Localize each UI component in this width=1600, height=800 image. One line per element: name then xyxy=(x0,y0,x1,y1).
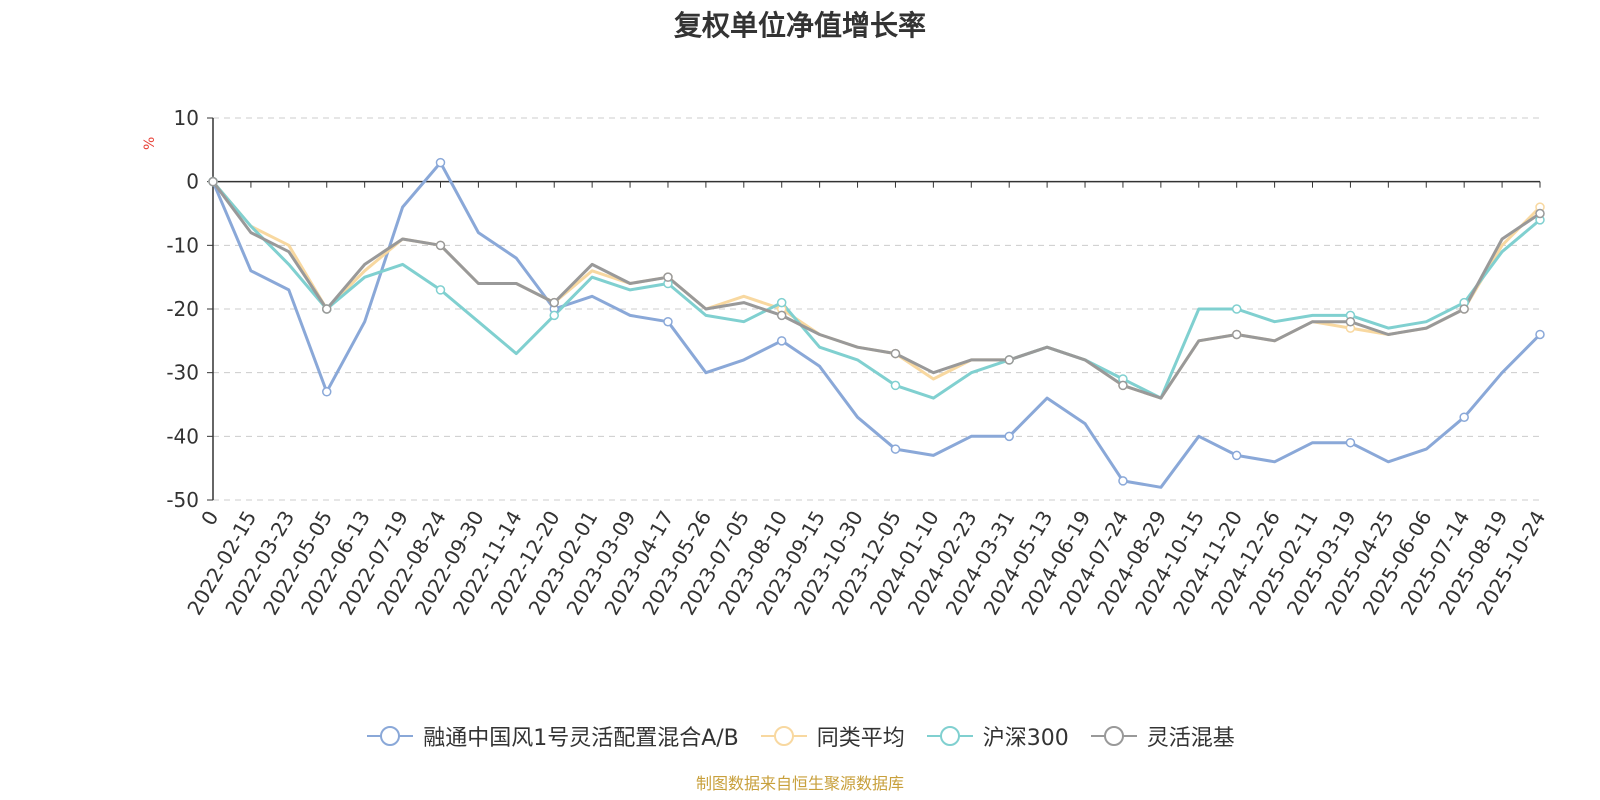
series-point xyxy=(321,304,332,314)
series-point xyxy=(1345,316,1356,327)
y-tick-label: 0 xyxy=(186,170,199,194)
tick-labels: 100-10-20-30-40-5002022-02-152022-03-232… xyxy=(166,106,1550,619)
legend-swatch-icon xyxy=(1090,726,1137,746)
y-tick-label: -30 xyxy=(166,361,199,385)
legend-swatch-icon xyxy=(926,726,973,746)
series-line-2 xyxy=(211,180,1541,400)
series-line-0 xyxy=(211,161,1542,489)
legend-label: 沪深300 xyxy=(982,726,1069,751)
y-tick-label: -50 xyxy=(166,488,199,512)
legend: 融通中国风1号灵活配置混合A/B 同类平均 沪深300 灵活混基 xyxy=(0,720,1600,752)
legend-swatch-circle xyxy=(380,726,401,746)
axes xyxy=(207,117,1541,501)
legend-label: 灵活混基 xyxy=(1146,726,1235,751)
series-point xyxy=(1231,329,1242,340)
series-point xyxy=(1118,380,1128,391)
chart-title: 复权单位净值增长率 xyxy=(673,9,926,42)
series-point xyxy=(890,348,901,359)
legend-label: 融通中国风1号灵活配置混合A/B xyxy=(423,726,739,751)
series-point xyxy=(890,444,901,454)
y-tick-label: -10 xyxy=(166,233,199,257)
y-tick-label: -20 xyxy=(166,297,199,321)
legend-item[interactable]: 沪深300 xyxy=(925,720,1069,752)
y-tick-label: 10 xyxy=(174,106,199,130)
series-point xyxy=(1231,304,1242,314)
legend-item[interactable]: 灵活混基 xyxy=(1089,720,1235,752)
legend-item[interactable]: 同类平均 xyxy=(759,720,905,752)
series-point xyxy=(1231,450,1242,461)
series-lines xyxy=(211,161,1542,489)
legend-swatch-circle xyxy=(773,726,794,746)
data-source-note: 制图数据来自恒生聚源数据库 xyxy=(695,774,904,793)
legend-item[interactable]: 融通中国风1号灵活配置混合A/B xyxy=(365,720,739,752)
series-line-3 xyxy=(211,180,1541,400)
series-point xyxy=(435,285,446,295)
legend-swatch-icon xyxy=(760,726,807,746)
series-point xyxy=(1004,355,1014,365)
series-point xyxy=(1535,329,1545,340)
series-point xyxy=(776,310,787,321)
series-point xyxy=(208,176,218,187)
y-tick-label: -40 xyxy=(166,424,199,448)
series-point xyxy=(435,240,446,251)
series-line-1 xyxy=(211,180,1542,400)
line-chart: 100-10-20-30-40-5002022-02-152022-03-232… xyxy=(166,106,1550,619)
legend-swatch-icon xyxy=(367,726,414,746)
legend-label: 同类平均 xyxy=(816,726,905,751)
series-point xyxy=(663,316,673,327)
series-point xyxy=(1535,208,1545,219)
series-point xyxy=(776,297,787,308)
series-point xyxy=(1459,412,1469,422)
series-point xyxy=(549,297,559,308)
series-point xyxy=(776,336,787,346)
series-point xyxy=(1118,476,1128,486)
series-point xyxy=(549,310,559,321)
series-point xyxy=(1004,431,1014,442)
series-markers xyxy=(208,157,1545,486)
series-point xyxy=(663,272,673,282)
legend-swatch-circle xyxy=(1103,726,1124,746)
series-point xyxy=(1345,437,1356,448)
series-point xyxy=(890,380,901,391)
x-tick-label: 0 xyxy=(196,507,223,530)
series-point xyxy=(1459,304,1469,314)
series-point xyxy=(435,157,446,168)
series-point xyxy=(321,387,332,397)
legend-swatch-circle xyxy=(939,726,960,746)
